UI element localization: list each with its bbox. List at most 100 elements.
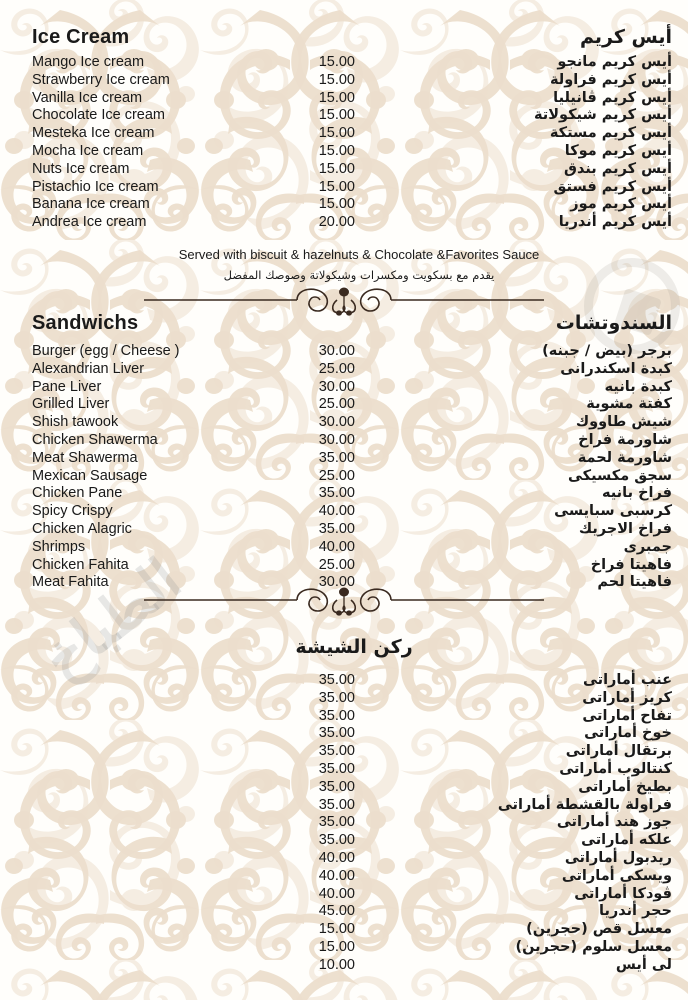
menu-row[interactable]: Spicy Crispy 40.00 كرسبى سبايسى <box>0 503 688 521</box>
item-price: 35.00 <box>318 760 355 777</box>
item-name-ar: شيش طاووك <box>575 414 672 431</box>
item-price: 35.00 <box>318 520 355 537</box>
flourish-divider-icon <box>0 283 688 317</box>
menu-row[interactable]: 35.00 بطيخ أماراتى <box>0 779 688 797</box>
menu-row[interactable]: Mocha Ice cream 15.00 أيس كريم موكا <box>0 143 688 161</box>
menu-row[interactable]: Shish tawook 30.00 شيش طاووك <box>0 414 688 432</box>
item-name-ar: أيس كريم أندريا <box>558 214 672 231</box>
item-price: 15.00 <box>318 196 355 213</box>
item-price: 30.00 <box>318 414 355 431</box>
item-list-sandwichs: Burger (egg / Cheese ) 30.00 برجر (بيض /… <box>0 343 688 592</box>
flourish-divider-icon <box>0 583 688 617</box>
item-name-ar: شاورمة فراخ <box>578 431 672 448</box>
item-name-ar: ريدبول أماراتى <box>564 849 672 866</box>
menu-row[interactable]: 35.00 تفاح أماراتى <box>0 708 688 726</box>
item-price: 25.00 <box>318 360 355 377</box>
item-name-ar: أيس كريم فراولة <box>549 71 672 88</box>
item-price: 15.00 <box>318 89 355 106</box>
menu-row[interactable]: 35.00 خوخ أماراتى <box>0 725 688 743</box>
item-name-ar: لى أيس <box>615 956 672 973</box>
item-price: 35.00 <box>318 743 355 760</box>
item-name-ar: أيس كريم موز <box>570 196 672 213</box>
item-name-en: Strawberry Ice cream <box>32 71 170 88</box>
item-name-en: Chicken Pane <box>32 485 123 502</box>
menu-row[interactable]: Chocolate Ice cream 15.00 أيس كريم شيكول… <box>0 107 688 125</box>
item-price: 35.00 <box>318 796 355 813</box>
item-name-en: Meat Fahita <box>32 574 109 591</box>
item-name-ar: برتقال أماراتى <box>565 743 672 760</box>
menu-row[interactable]: Chicken Fahita 25.00 فاهيتا فراخ <box>0 557 688 575</box>
item-list-ice-cream: Mango Ice cream 15.00 أيس كريم مانجو Str… <box>0 54 688 232</box>
menu-row[interactable]: Chicken Shawerma 30.00 شاورمة فراخ <box>0 432 688 450</box>
menu-row[interactable]: Grilled Liver 25.00 كفتة مشوية <box>0 396 688 414</box>
item-price: 35.00 <box>318 707 355 724</box>
menu-row[interactable]: Banana Ice cream 15.00 أيس كريم موز <box>0 196 688 214</box>
menu-row[interactable]: Meat Fahita 30.00 فاهيتا لحم <box>0 574 688 592</box>
item-name-ar: أيس كريم موكا <box>564 142 672 159</box>
menu-row[interactable]: 45.00 حجر أندريا <box>0 903 688 921</box>
item-name-en: Andrea Ice cream <box>32 214 147 231</box>
item-name-ar: سجق مكسيكى <box>567 467 672 484</box>
item-price: 45.00 <box>318 903 355 920</box>
item-name-ar: معسل سلوم (حجرين) <box>515 938 672 955</box>
menu-row[interactable]: Chicken Alagric 35.00 فراخ الاجريك <box>0 521 688 539</box>
item-price: 15.00 <box>318 71 355 88</box>
item-name-ar: جمبرى <box>623 538 672 555</box>
menu-row[interactable]: 35.00 جوز هند أماراتى <box>0 814 688 832</box>
item-name-ar: أيس كريم فستق <box>553 178 672 195</box>
item-price: 15.00 <box>318 938 355 955</box>
menu-row[interactable]: Mango Ice cream 15.00 أيس كريم مانجو <box>0 54 688 72</box>
item-price: 35.00 <box>318 449 355 466</box>
item-price: 35.00 <box>318 689 355 706</box>
item-price: 20.00 <box>318 214 355 231</box>
item-price: 15.00 <box>318 54 355 70</box>
item-name-ar: كرسبى سبايسى <box>554 503 672 520</box>
menu-row[interactable]: Strawberry Ice cream 15.00 أيس كريم فراو… <box>0 72 688 90</box>
menu-row[interactable]: Alexandrian Liver 25.00 كبدة اسكندرانى <box>0 361 688 379</box>
item-name-ar: ڤودكا أماراتى <box>574 885 672 902</box>
section-title-en: Ice Cream <box>32 26 130 48</box>
menu-row[interactable]: 35.00 كنتالوب أماراتى <box>0 761 688 779</box>
item-name-ar: تفاح أماراتى <box>582 707 672 724</box>
menu-row[interactable]: Pistachio Ice cream 15.00 أيس كريم فستق <box>0 179 688 197</box>
item-name-ar: فراخ بانيه <box>601 485 672 502</box>
item-name-en: Pane Liver <box>32 378 102 395</box>
menu-row[interactable]: Pane Liver 30.00 كبدة بانيه <box>0 379 688 397</box>
menu-row[interactable]: 35.00 برتقال أماراتى <box>0 743 688 761</box>
menu-row[interactable]: 40.00 ريدبول أماراتى <box>0 850 688 868</box>
menu-row[interactable]: Andrea Ice cream 20.00 أيس كريم أندريا <box>0 214 688 232</box>
item-name-ar: كبدة اسكندرانى <box>560 360 672 377</box>
item-price: 40.00 <box>318 538 355 555</box>
item-name-ar: شاورمة لحمة <box>577 449 672 466</box>
menu-row[interactable]: 10.00 لى أيس <box>0 957 688 975</box>
menu-row[interactable]: 40.00 ڤودكا أماراتى <box>0 886 688 904</box>
item-price: 30.00 <box>318 343 355 359</box>
item-name-en: Mexican Sausage <box>32 467 148 484</box>
menu-row[interactable]: 35.00 عنب أماراتى <box>0 672 688 690</box>
menu-row[interactable]: Mesteka Ice cream 15.00 أيس كريم مستكة <box>0 125 688 143</box>
item-name-ar: أيس كريم شيكولاتة <box>533 107 672 124</box>
item-price: 15.00 <box>318 107 355 124</box>
menu-row[interactable]: 35.00 فراولة بالقشطة أماراتى <box>0 797 688 815</box>
ice-cream-note: Served with biscuit & hazelnuts & Chocol… <box>0 247 688 282</box>
menu-row[interactable]: Nuts Ice cream 15.00 أيس كريم بندق <box>0 161 688 179</box>
item-price: 15.00 <box>318 125 355 142</box>
item-price: 30.00 <box>318 574 355 591</box>
item-name-en: Meat Shawerma <box>32 449 138 466</box>
menu-row[interactable]: 15.00 معسل قص (حجرين) <box>0 921 688 939</box>
menu-row[interactable]: 35.00 كريز أماراتى <box>0 690 688 708</box>
item-price: 15.00 <box>318 921 355 938</box>
menu-row[interactable]: Chicken Pane 35.00 فراخ بانيه <box>0 485 688 503</box>
item-name-ar: حجر أندريا <box>599 903 672 920</box>
menu-row[interactable]: Vanilla Ice cream 15.00 أيس كريم ڤانيليا <box>0 90 688 108</box>
menu-row[interactable]: Shrimps 40.00 جمبرى <box>0 539 688 557</box>
menu-row[interactable]: Burger (egg / Cheese ) 30.00 برجر (بيض /… <box>0 343 688 361</box>
menu-row[interactable]: 40.00 ويسكى أماراتى <box>0 868 688 886</box>
section-title-ar: السندوتشات <box>555 312 672 334</box>
menu-row[interactable]: 15.00 معسل سلوم (حجرين) <box>0 939 688 957</box>
menu-row[interactable]: Meat Shawerma 35.00 شاورمة لحمة <box>0 450 688 468</box>
section-title-en: Sandwichs <box>32 312 139 334</box>
menu-row[interactable]: Mexican Sausage 25.00 سجق مكسيكى <box>0 468 688 486</box>
menu-row[interactable]: 35.00 علكه أماراتى <box>0 832 688 850</box>
